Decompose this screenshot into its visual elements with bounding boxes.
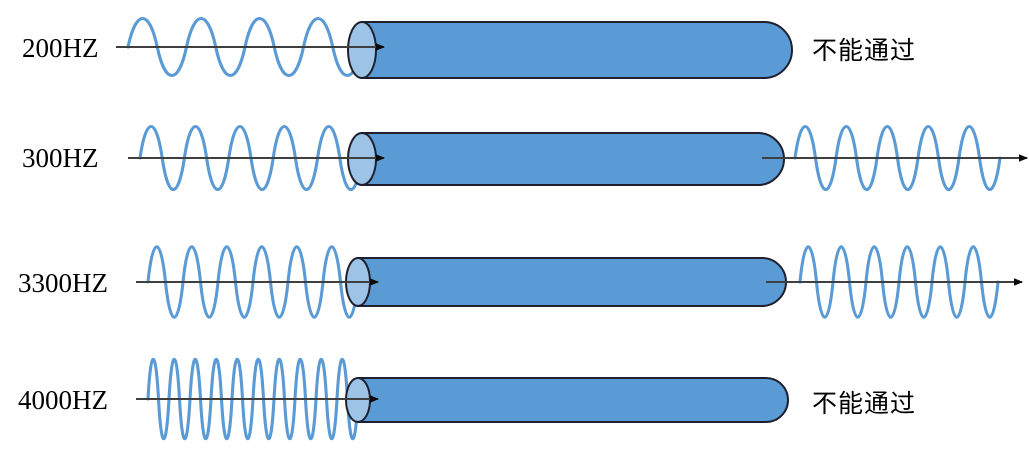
frequency-label-300hz: 300HZ [22,143,99,173]
frequency-label-200hz: 200HZ [22,33,99,63]
row-3300hz [136,245,1023,319]
pipe-entry-cap [347,21,377,79]
status-label-200hz: 不能通过 [812,36,917,65]
row-4000hz [136,358,789,440]
frequency-label-4000hz: 4000HZ [18,385,108,415]
pipe-body [361,21,793,79]
frequency-label-3300hz: 3300HZ [18,268,108,298]
pipe-body [357,377,789,423]
row-200hz [116,16,793,79]
row-300hz [128,124,1028,192]
pipe-body [357,257,787,307]
pipe-body [361,132,785,186]
status-label-4000hz: 不能通过 [812,389,917,418]
